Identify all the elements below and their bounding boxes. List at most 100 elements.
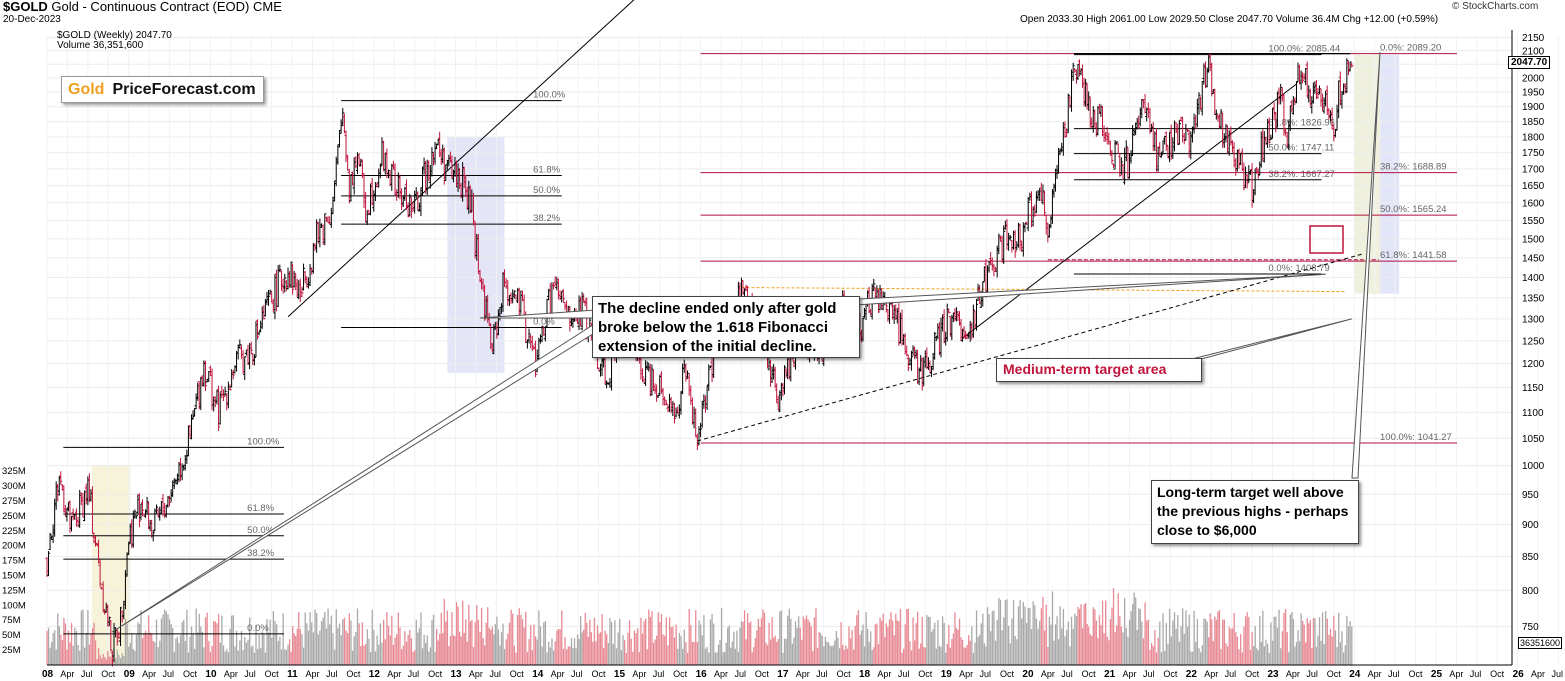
volume-bar bbox=[1336, 646, 1338, 665]
volume-bar bbox=[333, 649, 336, 665]
volume-bar bbox=[549, 647, 551, 665]
volume-bar bbox=[110, 656, 112, 665]
volume-bar bbox=[146, 633, 148, 665]
volume-bar bbox=[159, 640, 161, 665]
price-bar bbox=[324, 216, 329, 222]
volume-bar bbox=[292, 625, 294, 665]
volume-bar bbox=[479, 631, 481, 665]
price-bar bbox=[48, 532, 52, 551]
volume-bar bbox=[131, 632, 133, 665]
volume-bar bbox=[607, 642, 609, 665]
volume-bar bbox=[502, 623, 504, 665]
volume-bar bbox=[1329, 628, 1332, 665]
volume-bar bbox=[949, 647, 951, 665]
volume-bar bbox=[566, 649, 568, 665]
price-bar bbox=[336, 144, 340, 165]
volume-bar bbox=[796, 627, 798, 665]
volume-bar bbox=[762, 609, 764, 665]
volume-bar bbox=[533, 624, 535, 665]
volume-bar bbox=[1024, 606, 1026, 665]
volume-bar bbox=[768, 622, 770, 665]
volume-bar bbox=[160, 618, 163, 665]
volume-bar bbox=[132, 648, 134, 665]
volume-bar bbox=[766, 645, 769, 665]
volume-bar bbox=[1125, 627, 1127, 665]
volume-bar bbox=[1048, 616, 1051, 665]
volume-bar bbox=[1009, 643, 1011, 665]
fib-label: 38.2%: 1667.27 bbox=[1268, 169, 1335, 180]
volume-bar bbox=[1253, 646, 1255, 665]
x-tick-label: 11 bbox=[287, 669, 298, 680]
volume-bar bbox=[61, 640, 64, 665]
volume-bar bbox=[1080, 604, 1082, 665]
volume-bar bbox=[709, 619, 712, 665]
volume-bar bbox=[221, 615, 223, 665]
volume-bar bbox=[862, 624, 864, 665]
x-tick-label: 19 bbox=[941, 669, 953, 680]
volume-bar bbox=[917, 611, 919, 665]
price-bar bbox=[156, 508, 160, 517]
price-bar bbox=[208, 365, 212, 377]
volume-bar bbox=[823, 646, 825, 665]
volume-bar bbox=[329, 624, 331, 665]
volume-bar bbox=[536, 639, 538, 665]
volume-bar bbox=[1190, 651, 1192, 665]
x-tick-label: Apr bbox=[387, 669, 401, 679]
volume-bar bbox=[1303, 624, 1305, 665]
volume-bar bbox=[121, 653, 123, 665]
volume-bar bbox=[686, 652, 689, 665]
price-bar bbox=[1011, 230, 1016, 250]
volume-bar bbox=[144, 630, 147, 665]
volume-bar bbox=[195, 608, 197, 665]
volume-bar bbox=[619, 618, 621, 665]
volume-bar bbox=[630, 638, 632, 665]
y-tick-label: 1300 bbox=[1522, 314, 1545, 325]
price-bar bbox=[323, 213, 327, 246]
price-bar bbox=[689, 385, 693, 405]
price-bar bbox=[1203, 61, 1208, 89]
volume-bar bbox=[320, 621, 323, 665]
volume-bar bbox=[162, 614, 164, 665]
volume-bar bbox=[1182, 608, 1184, 665]
volume-bar bbox=[1056, 616, 1058, 665]
volume-bar bbox=[975, 610, 978, 665]
x-tick-label: 23 bbox=[1268, 669, 1280, 680]
price-bar bbox=[301, 263, 306, 291]
volume-bar bbox=[425, 642, 427, 665]
volume-bar bbox=[350, 620, 352, 665]
volume-bar bbox=[966, 644, 968, 665]
volume-bar bbox=[480, 607, 483, 665]
volume-bar bbox=[1042, 596, 1044, 665]
price-bar bbox=[1121, 163, 1125, 179]
volume-bar bbox=[239, 640, 241, 665]
price-bar bbox=[308, 263, 312, 287]
volume-bar bbox=[1059, 606, 1061, 665]
volume-bar bbox=[446, 610, 449, 665]
volume-bar bbox=[1311, 648, 1313, 665]
price-bar bbox=[483, 284, 487, 321]
volume-bar bbox=[1195, 641, 1197, 665]
price-bar bbox=[241, 350, 245, 374]
volume-bar bbox=[602, 648, 605, 665]
price-bar bbox=[658, 375, 662, 396]
price-bar bbox=[543, 326, 547, 342]
price-bar bbox=[1199, 96, 1203, 111]
price-bar bbox=[1063, 121, 1067, 138]
volume-bar bbox=[906, 609, 908, 665]
volume-bar bbox=[319, 630, 321, 665]
volume-bar bbox=[415, 619, 417, 665]
volume-bar bbox=[971, 626, 973, 665]
volume-bar bbox=[983, 643, 986, 665]
price-bar bbox=[364, 191, 368, 223]
volume-bar bbox=[360, 646, 362, 665]
price-bar bbox=[1145, 107, 1149, 122]
volume-bar bbox=[863, 646, 866, 665]
price-bar bbox=[346, 154, 350, 171]
volume-bar bbox=[128, 646, 130, 665]
volume-bar bbox=[746, 613, 749, 665]
volume-bar bbox=[454, 636, 456, 665]
volume-bar bbox=[50, 642, 53, 665]
volume-bar bbox=[1136, 629, 1138, 665]
price-bar bbox=[1028, 192, 1032, 201]
x-tick-label: Jul bbox=[1551, 669, 1563, 679]
